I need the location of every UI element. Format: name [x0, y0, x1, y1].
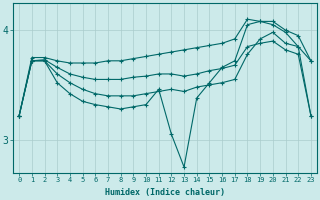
X-axis label: Humidex (Indice chaleur): Humidex (Indice chaleur)	[105, 188, 225, 197]
